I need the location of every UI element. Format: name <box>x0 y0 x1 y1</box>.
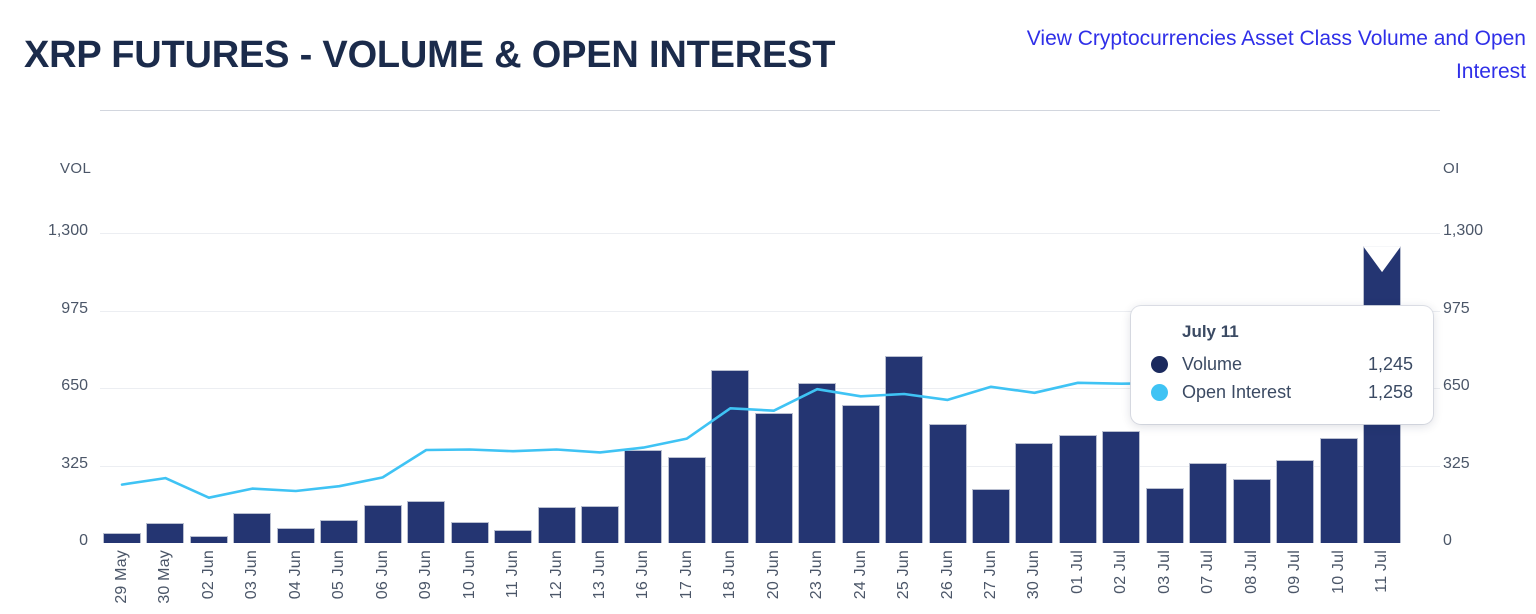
right-axis-tick-label: 325 <box>1443 454 1470 472</box>
x-axis-tick-label: 04 Jun <box>286 550 304 600</box>
right-axis-tick-label: 0 <box>1443 532 1452 549</box>
right-axis-tick-label: 1,300 <box>1443 222 1484 239</box>
volume-bar[interactable] <box>407 501 446 543</box>
x-axis-tick-label: 03 Jun <box>243 550 261 600</box>
x-axis-tick-label: 09 Jul <box>1286 550 1304 594</box>
tooltip-series-label: Volume <box>1182 354 1243 374</box>
left-axis-tick-label: 1,300 <box>47 222 88 239</box>
x-axis-tick-label: 01 Jul <box>1068 550 1086 594</box>
x-axis-baseline <box>100 110 1440 111</box>
volume-bar[interactable] <box>537 507 576 543</box>
x-axis-tick-label: 18 Jun <box>721 550 739 600</box>
volume-bar[interactable] <box>189 535 228 543</box>
volume-bar[interactable] <box>494 529 533 543</box>
x-axis-tick-label: 25 Jun <box>895 550 913 600</box>
x-axis-tick-label: 27 Jun <box>982 550 999 600</box>
x-axis-tick-label: 03 Jul <box>1155 550 1173 594</box>
x-axis-tick-label: 05 Jun <box>330 550 348 600</box>
right-axis-caption: OI <box>1443 160 1460 177</box>
x-axis-tick-label: 24 Jun <box>851 550 869 600</box>
left-axis-tick-label: 325 <box>61 454 88 472</box>
x-axis-tick-label: 16 Jun <box>634 550 652 600</box>
left-axis-tick-label: 975 <box>61 299 88 317</box>
volume-bar[interactable] <box>146 522 185 543</box>
x-axis-tick-label: 08 Jul <box>1242 550 1260 594</box>
x-axis-tick-label: 06 Jun <box>373 550 391 600</box>
tooltip-series-value: 1,245 <box>1367 354 1413 374</box>
chart-header: XRP FUTURES - VOLUME & OPEN INTEREST Vie… <box>0 0 1536 110</box>
x-axis-tick-label: 30 May <box>156 550 174 604</box>
x-axis-tick-label: 20 Jun <box>764 550 782 600</box>
volume-bar[interactable] <box>276 527 315 543</box>
tooltip-row: Volume 1,245 <box>1151 354 1413 375</box>
volume-bar[interactable] <box>103 533 141 543</box>
volume-bar[interactable] <box>233 512 272 543</box>
right-axis-tick-label: 650 <box>1443 377 1470 394</box>
tooltip-rows: Volume 1,245 Open Interest 1,258 <box>1151 354 1413 403</box>
left-axis-tick-label: 0 <box>79 532 88 549</box>
x-axis-tick-label: 17 Jun <box>677 550 695 600</box>
x-axis-tick-label: 30 Jun <box>1025 550 1043 600</box>
x-axis-tick-label: 09 Jun <box>417 550 435 600</box>
x-axis-tick-label: 12 Jun <box>547 550 565 600</box>
volume-bar[interactable] <box>363 504 402 543</box>
volume-bar[interactable] <box>320 520 359 543</box>
tooltip-title: July 11 <box>1182 322 1239 341</box>
x-axis-tick-label: 29 May <box>113 550 130 604</box>
x-axis-tick-label: 23 Jun <box>808 550 826 600</box>
open-interest-dot-icon <box>1151 384 1168 401</box>
x-axis-tick-label: 02 Jun <box>199 550 217 600</box>
volume-dot-icon <box>1151 356 1168 373</box>
x-axis-tick-label: 26 Jun <box>938 550 956 600</box>
chart-plot-area: VOL OI 1,300 975 650 325 0 1,300 975 650 325 0 2… <box>0 110 1536 614</box>
x-axis-tick-label: 13 Jun <box>590 550 608 600</box>
gridline <box>100 310 1440 312</box>
left-axis-tick-label: 650 <box>61 377 88 394</box>
right-axis-tick-label: 975 <box>1443 299 1470 317</box>
tooltip-series-value: 1,258 <box>1367 382 1413 402</box>
tooltip-row: Open Interest 1,258 <box>1151 382 1413 403</box>
chart-tooltip: July 11 Volume 1,245 Open Interest 1,258 <box>1131 306 1433 424</box>
x-axis-tick-label: 10 Jun <box>460 550 478 600</box>
tooltip-series-label: Open Interest <box>1182 382 1292 402</box>
x-axis-tick-label: 07 Jul <box>1199 550 1217 594</box>
gridline <box>100 233 1440 234</box>
left-axis-caption: VOL <box>60 160 92 177</box>
volume-bar[interactable] <box>580 506 619 543</box>
x-axis-tick-label: 02 Jul <box>1112 550 1130 594</box>
x-axis-tick-label: 11 Jul <box>1373 550 1391 593</box>
asset-class-link[interactable]: View Cryptocurrencies Asset Class Volume… <box>1026 27 1526 83</box>
x-axis-tick-label: 10 Jul <box>1329 550 1347 594</box>
page-title: XRP FUTURES - VOLUME & OPEN INTEREST <box>24 34 836 76</box>
x-axis-tick-label: 11 Jun <box>504 550 522 599</box>
volume-bar[interactable] <box>450 521 489 543</box>
